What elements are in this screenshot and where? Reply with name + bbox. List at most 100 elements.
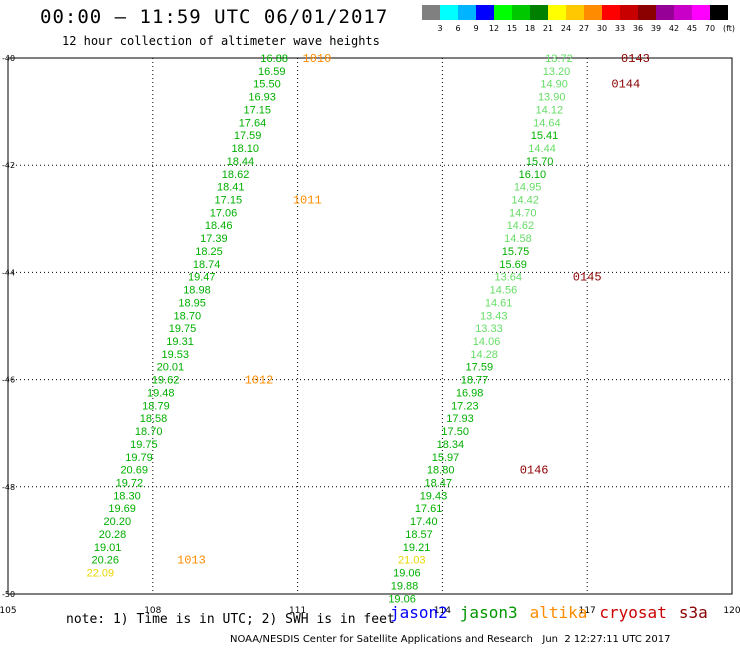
legend-label: 27 xyxy=(578,24,590,33)
wave-height-value: 18.98 xyxy=(183,285,211,297)
wave-height-value: 20.26 xyxy=(91,555,119,567)
wave-height-value: 15.97 xyxy=(432,452,460,464)
wave-height-value: 18.34 xyxy=(437,439,465,451)
wave-height-value: 14.44 xyxy=(528,143,556,155)
wave-height-value: 14.90 xyxy=(540,79,568,91)
wave-height-value: 17.23 xyxy=(451,400,479,412)
wave-height-value: 16.93 xyxy=(248,92,276,104)
lon-tick-label: 105 xyxy=(0,606,17,616)
wave-height-value: 19.06 xyxy=(388,593,416,605)
satellite-key: jason2 jason3 altika cryosat s3a xyxy=(390,603,720,622)
wave-height-value: 17.40 xyxy=(410,516,438,528)
wave-height-value: 17.59 xyxy=(466,362,494,374)
wave-height-value: 20.69 xyxy=(120,465,148,477)
wave-height-value: 20.20 xyxy=(104,516,132,528)
legend-label: 45 xyxy=(686,24,698,33)
wave-height-value: 14.95 xyxy=(514,182,542,194)
wave-height-value: 18.41 xyxy=(217,182,245,194)
wave-height-value: 18.95 xyxy=(178,297,206,309)
wave-height-value: 19.01 xyxy=(94,542,122,554)
wave-height-value: 17.50 xyxy=(441,426,469,438)
wave-height-value: 16.10 xyxy=(519,169,547,181)
wave-height-value: 16.98 xyxy=(456,387,484,399)
wave-height-value: 13.43 xyxy=(480,310,508,322)
wave-height-value: 19.48 xyxy=(147,387,175,399)
time-tag: 0144 xyxy=(611,78,640,92)
wave-height-value: 18.70 xyxy=(174,310,202,322)
wave-height-value: 16.88 xyxy=(260,53,288,65)
wave-height-value: 18.74 xyxy=(193,259,221,271)
wave-height-value: 17.61 xyxy=(415,503,443,515)
wave-height-value: 14.62 xyxy=(507,220,535,232)
legend-label: 42 xyxy=(668,24,680,33)
lon-tick-label: 111 xyxy=(289,606,306,616)
legend-swatch xyxy=(602,5,620,20)
legend-label: 70 xyxy=(704,24,716,33)
legend-label: 39 xyxy=(650,24,662,33)
legend-label: 33 xyxy=(614,24,626,33)
wave-height-value: 17.15 xyxy=(244,104,272,116)
wave-height-value: 20.28 xyxy=(99,529,127,541)
legend-swatch xyxy=(656,5,674,20)
wave-height-value: 15.69 xyxy=(499,259,527,271)
wave-height-value: 17.15 xyxy=(215,195,243,207)
time-tag: 0146 xyxy=(520,464,549,478)
legend-label: 15 xyxy=(506,24,518,33)
wave-height-value: 13.72 xyxy=(545,53,573,65)
legend-swatch xyxy=(674,5,692,20)
time-tag: 1011 xyxy=(293,194,322,208)
plot-frame xyxy=(7,57,733,595)
lat-tick-label: -50 xyxy=(2,590,15,599)
legend-swatch xyxy=(530,5,548,20)
wave-height-value: 19.43 xyxy=(420,490,448,502)
satellite-s3a: s3a xyxy=(678,603,708,622)
wave-height-value: 14.61 xyxy=(485,297,513,309)
wave-height-value: 13.64 xyxy=(495,272,523,284)
wave-height-value: 13.20 xyxy=(543,66,571,78)
lon-tick-label: 108 xyxy=(144,606,161,616)
legend-label: 21 xyxy=(542,24,554,33)
lat-tick-label: -40 xyxy=(2,54,15,63)
wave-height-value: 13.33 xyxy=(475,323,503,335)
wave-height-value: 18.47 xyxy=(425,478,453,490)
wave-height-value: 18.77 xyxy=(461,375,489,387)
time-tag: 1012 xyxy=(245,374,274,388)
time-tag: 0143 xyxy=(621,52,650,66)
satellite-altika: altika xyxy=(529,603,588,622)
wave-height-value: 18.62 xyxy=(222,169,250,181)
wave-height-value: 17.39 xyxy=(200,233,228,245)
legend-label: 18 xyxy=(524,24,536,33)
wave-height-value: 18.44 xyxy=(227,156,255,168)
wave-height-value: 19.53 xyxy=(161,349,189,361)
wave-height-value: 22.09 xyxy=(87,568,115,580)
wave-height-value: 15.75 xyxy=(502,246,530,258)
lat-tick-label: -46 xyxy=(2,376,15,385)
satellite-jason3: jason3 xyxy=(459,603,518,622)
wave-height-value: 18.58 xyxy=(140,413,168,425)
wave-height-value: 17.06 xyxy=(210,207,238,219)
wave-height-value: 17.93 xyxy=(446,413,474,425)
wave-height-value: 14.64 xyxy=(533,117,561,129)
wave-height-value: 19.21 xyxy=(403,542,431,554)
wave-height-value: 19.69 xyxy=(108,503,136,515)
wave-height-value: 15.50 xyxy=(253,79,281,91)
wave-height-value: 18.10 xyxy=(231,143,259,155)
legend-swatch xyxy=(494,5,512,20)
satellite-jason2: jason2 xyxy=(390,603,448,622)
wave-height-value: 17.64 xyxy=(239,117,267,129)
wave-height-value: 19.72 xyxy=(116,478,144,490)
legend-unit: (ft) xyxy=(722,24,736,33)
legend-swatch xyxy=(710,5,728,20)
lon-tick-label: 120 xyxy=(723,606,740,616)
wave-height-value: 16.59 xyxy=(258,66,286,78)
wave-height-value: 18.79 xyxy=(142,400,170,412)
legend-label: 12 xyxy=(488,24,500,33)
wave-height-value: 19.47 xyxy=(188,272,216,284)
time-tag: 1010 xyxy=(303,52,332,66)
lon-tick-label: 114 xyxy=(434,606,451,616)
legend-swatch xyxy=(512,5,530,20)
legend-swatch xyxy=(692,5,710,20)
wave-height-value: 18.70 xyxy=(135,426,163,438)
wave-height-value: 15.70 xyxy=(526,156,554,168)
wave-height-value: 18.80 xyxy=(427,465,455,477)
